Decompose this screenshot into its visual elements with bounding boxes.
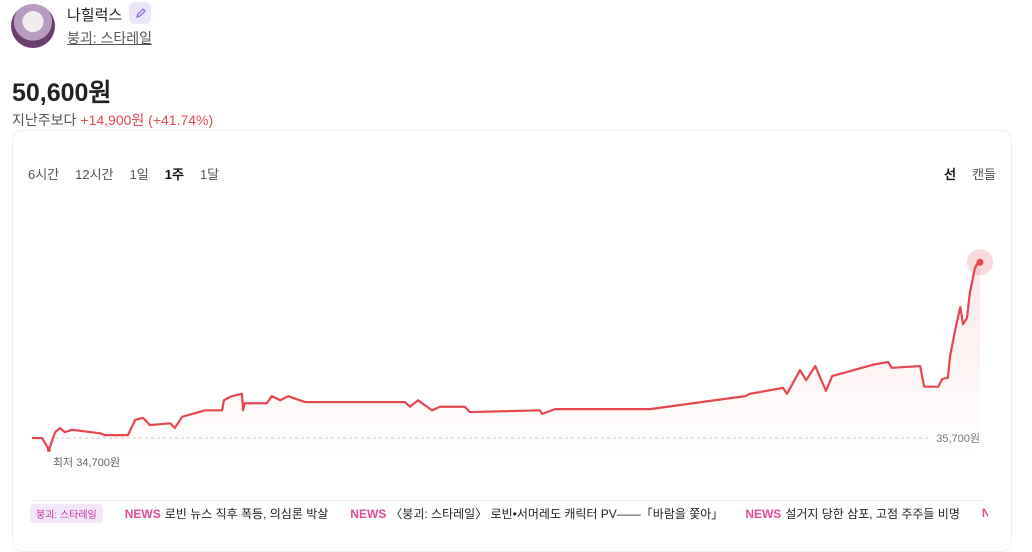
mode-tab[interactable]: 캔들 xyxy=(972,167,996,182)
price-chart: 35,700원최저 34,700원 xyxy=(32,249,993,469)
news-title: 설거지 당한 삼포, 고점 주주들 비명 xyxy=(785,506,960,521)
period-tab[interactable]: 6시간 xyxy=(28,167,60,182)
news-label: NEWS xyxy=(350,506,387,521)
mode-tabs: 선 캔들 xyxy=(944,164,996,183)
price-line xyxy=(32,261,981,451)
change-row: 지난주보다 +14,900원 (+41.74%) xyxy=(12,110,213,130)
period-tab[interactable]: 1달 xyxy=(199,167,220,182)
last-point xyxy=(976,258,984,266)
pencil-icon xyxy=(135,8,146,19)
mode-tab[interactable]: 선 xyxy=(944,167,957,182)
page: 나힐럭스 붕괴: 스타레일 50,600원 지난주보다 +14,900원 (+41… xyxy=(11,2,1012,552)
news-label: NEWS xyxy=(124,506,161,521)
news-item[interactable]: NEWS 〈붕괴: 스타레일〉 로빈•서머레도 캐릭터 PV——「바람을 쫓아」 xyxy=(350,505,723,522)
low-point xyxy=(46,447,51,452)
news-title: 로빈 뉴스 직후 폭등, 의심론 박살 xyxy=(164,506,329,521)
change-value: +14,900원 (+41.74%) xyxy=(80,112,214,128)
item-name: 나힐럭스 xyxy=(67,7,123,24)
news-ticker: 붕괴: 스타레일 NEWS 로빈 뉴스 직후 폭등, 의심론 박살 NEWS 〈붕괴: … xyxy=(30,500,988,525)
period-tabs: 6시간 12시간 1일 1주 1달 xyxy=(28,164,219,183)
game-link[interactable]: 붕괴: 스타레일 xyxy=(67,30,153,46)
avatar xyxy=(11,4,55,48)
news-tag: 붕괴: 스타레일 xyxy=(30,503,103,523)
edit-button[interactable] xyxy=(129,2,151,24)
low-label: 최저 34,700원 xyxy=(53,456,120,469)
news-item[interactable]: NEWS 로빈 뉴스 직후 폭등, 의심론 박살 xyxy=(125,505,329,522)
news-item[interactable]: NEWS xyxy=(982,506,988,520)
news-label: NEWS xyxy=(982,506,988,520)
area xyxy=(32,262,980,464)
price: 50,600원 xyxy=(12,79,112,107)
change-label: 지난주보다 xyxy=(12,112,77,128)
period-tab[interactable]: 1일 xyxy=(129,167,149,182)
period-tab[interactable]: 12시간 xyxy=(75,167,114,182)
news-label: NEWS xyxy=(745,506,782,521)
news-item[interactable]: NEWS 설거지 당한 삼포, 고점 주주들 비명 xyxy=(745,505,960,522)
news-title: 〈붕괴: 스타레일〉 로빈•서머레도 캐릭터 PV——「바람을 쫓아」 xyxy=(390,506,724,521)
period-tab[interactable]: 1주 xyxy=(164,167,184,182)
